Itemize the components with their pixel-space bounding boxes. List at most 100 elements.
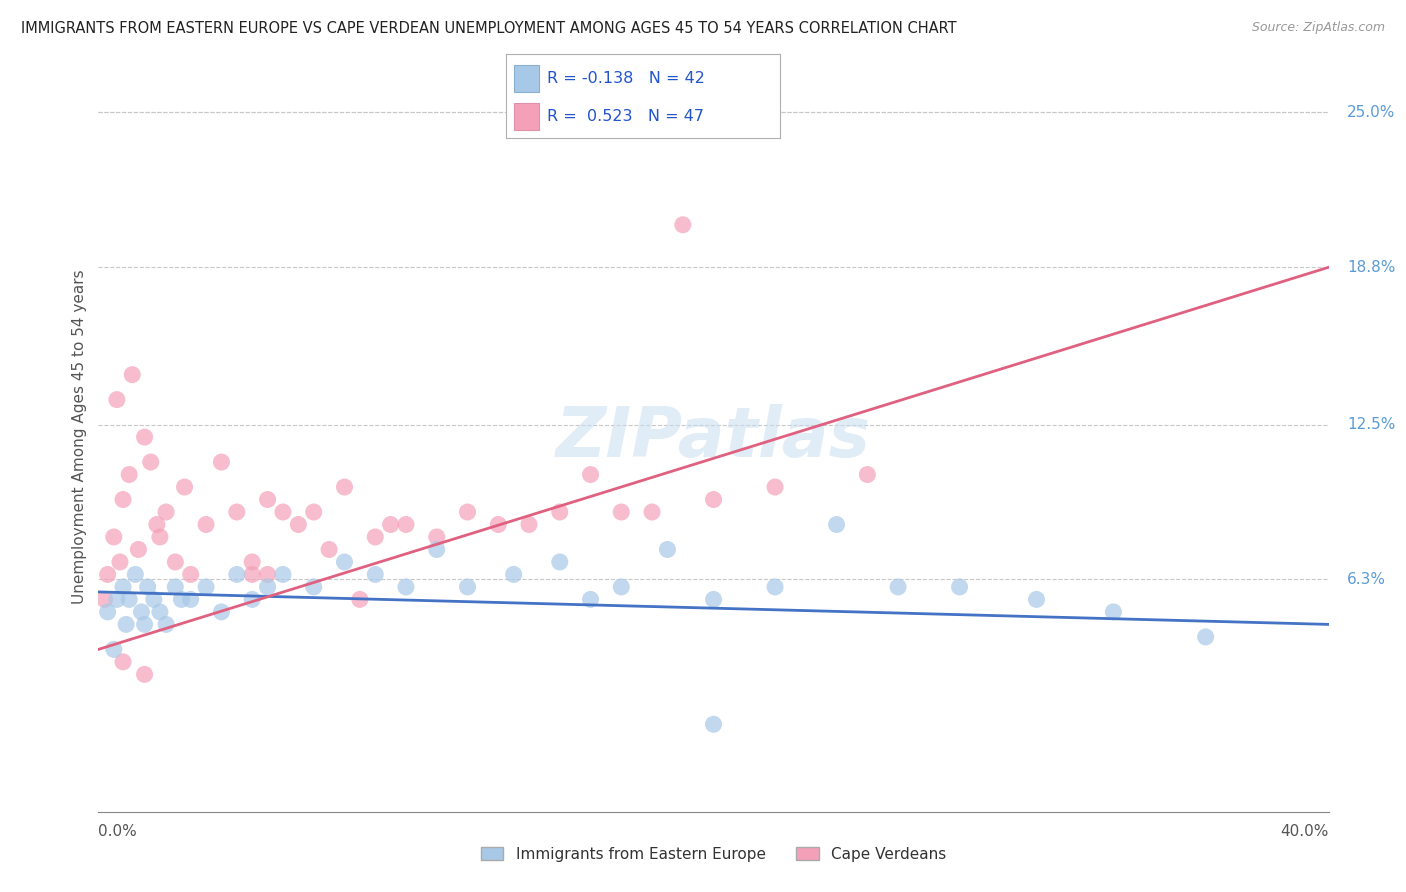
Point	[364, 567, 387, 582]
Point	[97, 605, 120, 619]
Point	[672, 218, 695, 232]
Text: Source: ZipAtlas.com: Source: ZipAtlas.com	[1251, 21, 1385, 34]
Point	[349, 592, 371, 607]
Point	[395, 517, 418, 532]
Point	[155, 617, 177, 632]
Point	[256, 492, 278, 507]
Point	[763, 580, 786, 594]
Point	[118, 467, 141, 482]
Point	[763, 480, 786, 494]
Point	[1025, 592, 1047, 607]
Point	[195, 580, 218, 594]
Point	[610, 505, 633, 519]
Point	[240, 555, 263, 569]
Point	[121, 368, 143, 382]
Point	[124, 567, 146, 582]
Point	[256, 580, 278, 594]
Point	[856, 467, 879, 482]
Point	[364, 530, 387, 544]
Text: 25.0%: 25.0%	[1347, 105, 1396, 120]
Point	[108, 555, 131, 569]
Point	[457, 580, 479, 594]
Point	[225, 505, 247, 519]
Point	[225, 567, 247, 582]
Point	[302, 505, 325, 519]
Point	[165, 555, 187, 569]
Point	[457, 505, 479, 519]
Point	[1195, 630, 1218, 644]
Point	[657, 542, 679, 557]
Point	[170, 592, 193, 607]
Point	[256, 567, 278, 582]
Text: 12.5%: 12.5%	[1347, 417, 1396, 432]
Point	[887, 580, 910, 594]
Point	[112, 580, 135, 594]
Point	[240, 592, 263, 607]
Bar	[515, 103, 538, 130]
Point	[240, 567, 263, 582]
Text: IMMIGRANTS FROM EASTERN EUROPE VS CAPE VERDEAN UNEMPLOYMENT AMONG AGES 45 TO 54 : IMMIGRANTS FROM EASTERN EUROPE VS CAPE V…	[21, 21, 956, 36]
Point	[142, 592, 165, 607]
Point	[180, 592, 202, 607]
Point	[271, 505, 294, 519]
Point	[149, 605, 172, 619]
Point	[548, 505, 571, 519]
Point	[115, 617, 138, 632]
Point	[271, 567, 294, 582]
Point	[703, 592, 725, 607]
Point	[703, 717, 725, 731]
Text: ZIPatlas: ZIPatlas	[555, 403, 872, 471]
Point	[103, 642, 125, 657]
Point	[211, 455, 233, 469]
Point	[333, 480, 356, 494]
Point	[502, 567, 524, 582]
Text: 40.0%: 40.0%	[1281, 824, 1329, 839]
Text: R = -0.138   N = 42: R = -0.138 N = 42	[547, 71, 706, 87]
Point	[641, 505, 664, 519]
Point	[211, 605, 233, 619]
Point	[97, 567, 120, 582]
Point	[112, 492, 135, 507]
Point	[380, 517, 402, 532]
Point	[180, 567, 202, 582]
Point	[146, 517, 169, 532]
Point	[548, 555, 571, 569]
Bar	[515, 64, 538, 92]
Text: 0.0%: 0.0%	[98, 824, 138, 839]
Text: 18.8%: 18.8%	[1347, 260, 1396, 275]
Point	[610, 580, 633, 594]
Y-axis label: Unemployment Among Ages 45 to 54 years: Unemployment Among Ages 45 to 54 years	[72, 269, 87, 605]
Point	[395, 580, 418, 594]
Point	[195, 517, 218, 532]
Point	[134, 430, 156, 444]
Legend: Immigrants from Eastern Europe, Cape Verdeans: Immigrants from Eastern Europe, Cape Ver…	[474, 840, 953, 868]
Point	[105, 392, 128, 407]
Point	[139, 455, 162, 469]
Point	[134, 667, 156, 681]
Point	[302, 580, 325, 594]
Point	[825, 517, 848, 532]
Text: 6.3%: 6.3%	[1347, 572, 1386, 587]
Point	[127, 542, 149, 557]
Point	[131, 605, 153, 619]
Point	[155, 505, 177, 519]
Point	[103, 530, 125, 544]
Point	[149, 530, 172, 544]
Text: R =  0.523   N = 47: R = 0.523 N = 47	[547, 109, 704, 124]
Point	[287, 517, 309, 532]
Point	[486, 517, 509, 532]
Point	[105, 592, 128, 607]
Point	[426, 530, 449, 544]
Point	[579, 467, 602, 482]
Point	[426, 542, 449, 557]
Point	[112, 655, 135, 669]
Point	[118, 592, 141, 607]
Point	[136, 580, 159, 594]
Point	[93, 592, 115, 607]
Point	[1102, 605, 1125, 619]
Point	[949, 580, 972, 594]
Point	[165, 580, 187, 594]
Point	[333, 555, 356, 569]
Point	[173, 480, 195, 494]
Point	[517, 517, 540, 532]
